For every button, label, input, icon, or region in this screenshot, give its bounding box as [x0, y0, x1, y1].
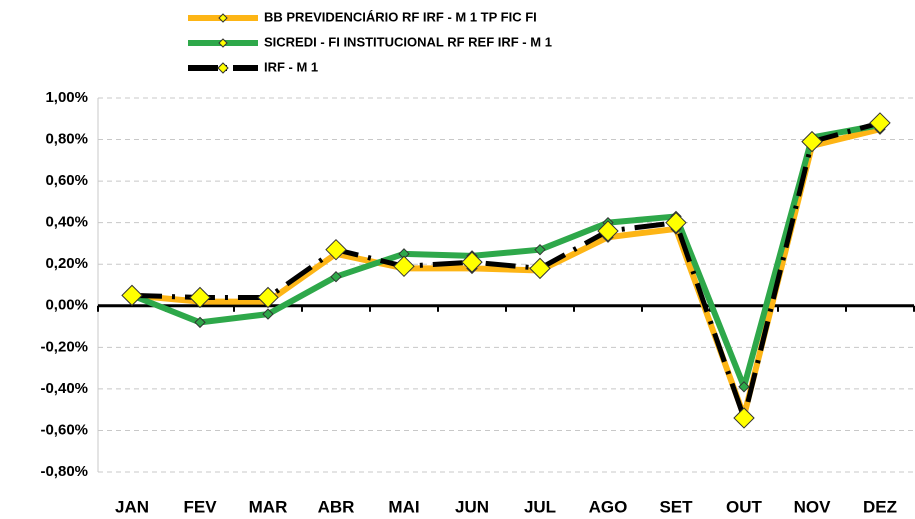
y-tick-label: -0,80%: [40, 463, 88, 480]
y-tick-label: -0,60%: [40, 421, 88, 438]
y-tick-label: 0,00%: [45, 297, 88, 314]
x-tick-label: JUN: [455, 497, 489, 516]
marker: [194, 316, 206, 329]
legend: BB PREVIDENCIÁRIO RF IRF - M 1 TP FIC FI…: [188, 9, 552, 74]
x-tick-label: NOV: [794, 497, 832, 516]
series-line: [130, 122, 881, 390]
x-tick-label: MAI: [388, 497, 419, 516]
legend-marker: [218, 38, 228, 48]
y-tick-label: 0,80%: [45, 131, 88, 148]
x-tick-label: JUL: [524, 497, 556, 516]
marker: [325, 238, 347, 261]
marker: [733, 407, 755, 429]
marker: [534, 243, 546, 256]
legend-label: SICREDI - FI INSTITUCIONAL RF REF IRF - …: [264, 34, 552, 49]
x-tick-label: OUT: [726, 497, 763, 516]
x-tick-label: AGO: [589, 497, 628, 516]
x-tick-label: JAN: [115, 497, 149, 516]
marker: [801, 130, 823, 153]
y-tick-label: -0,40%: [40, 380, 88, 397]
marker: [257, 286, 279, 309]
legend-marker: [217, 62, 229, 74]
marker: [262, 308, 274, 320]
marker: [393, 255, 415, 278]
x-tick-label: DEZ: [863, 497, 897, 516]
marker: [869, 112, 891, 134]
y-tick-label: 0,20%: [45, 255, 88, 272]
marker: [189, 286, 211, 309]
series-line: [131, 120, 881, 421]
legend-label: BB PREVIDENCIÁRIO RF IRF - M 1 TP FIC FI: [264, 9, 537, 24]
x-tick-label: ABR: [318, 497, 355, 516]
x-tick-label: FEV: [183, 497, 217, 516]
marker: [330, 270, 342, 283]
y-tick-label: -0,20%: [40, 338, 88, 355]
marker: [461, 251, 483, 273]
legend-label: IRF - M 1: [264, 59, 318, 74]
series-line: [131, 126, 881, 419]
legend-marker: [218, 13, 228, 23]
marker: [529, 257, 551, 280]
x-tick-label: SET: [659, 497, 693, 516]
y-tick-label: 1,00%: [45, 89, 88, 106]
x-tick-label: MAR: [249, 497, 288, 516]
y-tick-label: 0,60%: [45, 172, 88, 189]
marker: [665, 211, 687, 234]
marker: [738, 381, 750, 393]
y-tick-label: 0,40%: [45, 214, 88, 231]
marker: [121, 284, 143, 307]
marker: [597, 220, 619, 242]
